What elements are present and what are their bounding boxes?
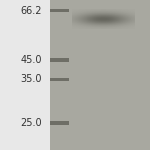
Bar [50,58,69,62]
Bar [50,9,69,12]
Bar [50,0,150,150]
Bar [50,78,69,81]
Text: 35.0: 35.0 [21,75,42,84]
Bar [50,121,69,125]
Text: 66.2: 66.2 [21,6,42,15]
Text: 25.0: 25.0 [20,118,42,128]
Text: 45.0: 45.0 [21,55,42,65]
